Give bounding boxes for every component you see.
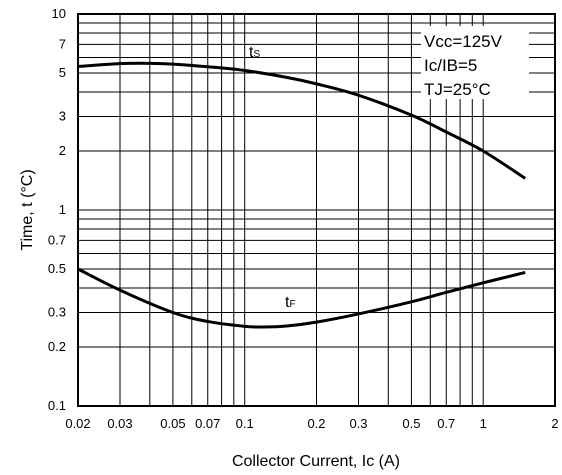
condition-ic-ib: Ic/IB=5: [424, 56, 477, 75]
y-tick-label: 0.1: [48, 398, 66, 413]
series-label-ts-sub: S: [253, 49, 260, 60]
condition-vcc: Vcc=125V: [424, 32, 503, 51]
series-line-ts: [77, 61, 527, 180]
condition-tj: TJ=25°C: [424, 80, 491, 99]
y-tick-label: 7: [59, 36, 66, 51]
x-tick-label: 0.3: [349, 416, 367, 431]
series-label-ts: tS: [249, 44, 260, 61]
y-tick-label: 3: [59, 108, 66, 123]
plot-frame: [77, 13, 556, 407]
x-tick-label: 0.1: [236, 416, 254, 431]
x-tick-label: 0.03: [107, 416, 132, 431]
y-tick-label: 5: [59, 65, 66, 80]
series-label-tf: tF: [285, 294, 296, 311]
x-tick-label: 0.2: [307, 416, 325, 431]
series-label-ts-main: t: [249, 44, 254, 61]
x-tick-label: 0.07: [195, 416, 220, 431]
y-tick-label: 0.2: [48, 339, 66, 354]
y-tick-label: 10: [52, 6, 66, 21]
conditions-box: Vcc=125V Ic/IB=5 TJ=25°C: [421, 26, 529, 99]
x-tick-label: 0.5: [402, 416, 420, 431]
conditions-box-bg: [421, 26, 529, 99]
y-tick-label: 0.3: [48, 304, 66, 319]
x-tick-label: 0.7: [437, 416, 455, 431]
x-tick-label: 2: [551, 416, 558, 431]
series-label-tf-main: t: [285, 294, 290, 311]
y-tick-label: 0.7: [48, 232, 66, 247]
x-tick-label: 0.02: [65, 416, 90, 431]
x-tick-label: 0.05: [160, 416, 185, 431]
tick-labels: 0.02 0.03 0.05 0.07 0.1 0.2 0.3 0.5 0.7 1 2 10 7 5 3 2 1…: [48, 6, 559, 431]
y-tick-label: 1: [59, 202, 66, 217]
series-label-tf-sub: F: [289, 299, 295, 310]
y-axis-label: Time, t (°C): [19, 169, 36, 250]
y-tick-label: 0.5: [48, 261, 66, 276]
curves: [77, 61, 527, 329]
y-tick-label: 2: [59, 143, 66, 158]
x-axis-label: Collector Current, Ic (A): [232, 453, 400, 470]
x-tick-label: 1: [480, 416, 487, 431]
series-line-tf: [77, 267, 526, 329]
